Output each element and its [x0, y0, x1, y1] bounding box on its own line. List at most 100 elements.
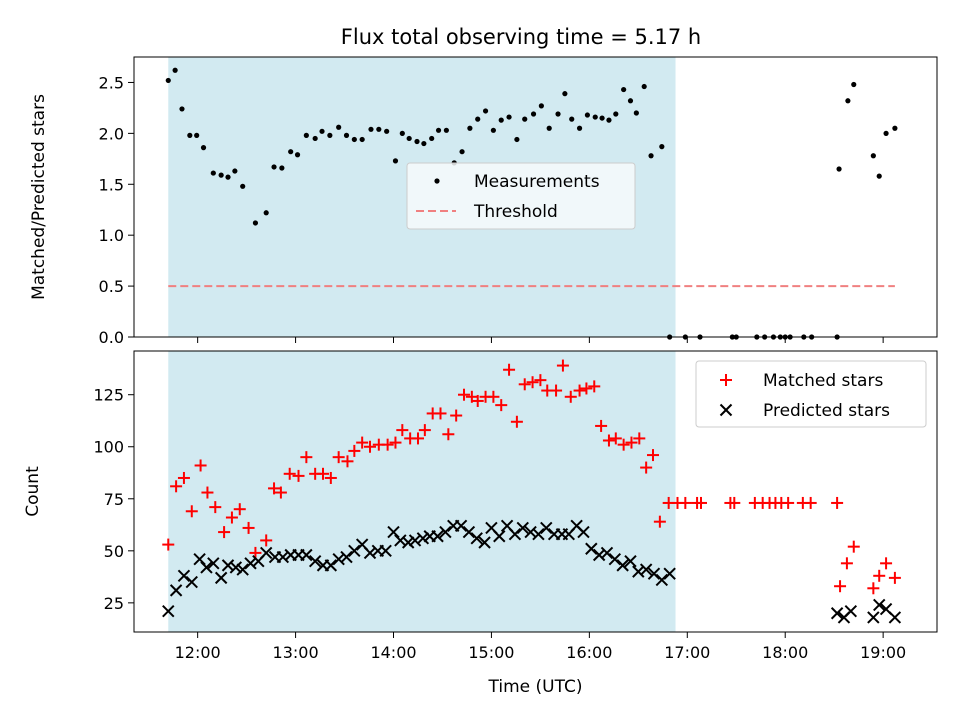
- measurement-point: [435, 127, 442, 133]
- cross-stroke: [177, 569, 191, 583]
- predicted-star-point: [379, 544, 392, 558]
- matched-star-point: [341, 455, 354, 468]
- matched-star-point: [418, 424, 431, 437]
- predicted-star-point: [236, 563, 249, 576]
- matched-star-point: [487, 390, 500, 403]
- predicted-star-point: [454, 519, 468, 533]
- measurement-point: [210, 170, 216, 176]
- cross-stroke: [624, 555, 637, 568]
- cross-stroke: [394, 534, 407, 547]
- cross-stroke: [229, 561, 243, 574]
- matched-star-point: [268, 482, 281, 495]
- cross-stroke: [577, 525, 590, 539]
- measurement-point: [319, 128, 325, 134]
- cross-stroke: [221, 559, 235, 572]
- cross-stroke: [379, 544, 392, 558]
- matched-star-point: [834, 580, 847, 593]
- measurement-point: [459, 149, 465, 155]
- matched-star-point: [640, 461, 653, 474]
- matched-star-point: [633, 432, 646, 445]
- matched-star-point: [782, 496, 795, 509]
- matched-star-point: [348, 444, 361, 457]
- predicted-star-point: [363, 546, 377, 560]
- count-panel-frame: [133, 350, 938, 633]
- cross-stroke: [478, 536, 491, 549]
- predicted-star-point: [177, 569, 191, 583]
- cross-stroke: [663, 567, 676, 580]
- matched-star-point: [728, 496, 741, 509]
- measurement-point: [232, 168, 238, 174]
- predicted-star-point: [300, 548, 313, 562]
- cross-stroke: [185, 575, 198, 589]
- cross-stroke: [632, 565, 645, 578]
- matched-star-point: [356, 436, 369, 449]
- measurement-point: [599, 115, 605, 121]
- cross-stroke: [867, 611, 880, 624]
- x-tick-label: 19:00: [860, 643, 906, 662]
- predicted-star-point: [608, 552, 622, 566]
- predicted-star-point: [439, 525, 452, 539]
- cross-stroke: [300, 548, 313, 562]
- legend-predicted-label: Predicted stars: [763, 401, 890, 421]
- predicted-star-point: [585, 542, 598, 555]
- matched-star-point: [389, 436, 402, 449]
- measurement-point: [384, 128, 390, 134]
- cross-stroke: [524, 525, 537, 539]
- measurement-point: [845, 98, 851, 104]
- cross-stroke: [431, 530, 444, 543]
- measurement-point: [294, 152, 301, 158]
- predicted-star-point: [639, 563, 653, 576]
- matched-star-point: [573, 384, 586, 397]
- measurement-point: [569, 116, 575, 122]
- matched-star-point: [177, 471, 190, 484]
- matched-star-point: [458, 388, 471, 401]
- cross-stroke: [470, 532, 483, 545]
- legend-measurement-marker: [434, 178, 440, 184]
- ratio-panel-frame: [133, 56, 938, 338]
- matched-star-point: [534, 374, 547, 387]
- measurement-point: [530, 111, 537, 117]
- predicted-star-point: [244, 557, 257, 570]
- cross-stroke: [332, 552, 345, 566]
- matched-star-point: [185, 505, 198, 518]
- cross-stroke: [355, 538, 369, 551]
- matched-star-point: [442, 428, 455, 441]
- cross-stroke: [844, 604, 858, 618]
- cross-stroke: [600, 546, 614, 560]
- cross-stroke: [493, 530, 506, 543]
- matched-star-point: [364, 440, 377, 453]
- measurement-point: [252, 220, 259, 226]
- predicted-star-point: [324, 559, 338, 572]
- matched-star-point: [510, 415, 523, 428]
- matched-star-point: [847, 540, 860, 553]
- predicted-star-point: [162, 604, 175, 618]
- measurement-point: [522, 116, 528, 122]
- measurement-point: [414, 138, 420, 145]
- measurement-point: [621, 86, 627, 93]
- measurement-point: [892, 125, 898, 131]
- x-tick-label: 17:00: [664, 643, 710, 662]
- predicted-star-point: [600, 546, 614, 560]
- predicted-star-point: [867, 611, 880, 624]
- matched-star-point: [283, 467, 296, 480]
- predicted-star-point: [169, 584, 183, 597]
- cross-stroke: [532, 527, 545, 541]
- legend-cross-glyph: [719, 403, 733, 417]
- matched-star-point: [242, 521, 255, 534]
- measurement-point: [392, 158, 399, 164]
- measurement-point: [514, 136, 520, 143]
- count-legend-box: [695, 360, 927, 428]
- predicted-star-point: [663, 567, 676, 580]
- y-tick-label: 0.0: [99, 328, 124, 347]
- matched-star-point: [209, 501, 222, 514]
- predicted-star-point: [259, 546, 273, 560]
- predicted-star-point: [493, 530, 506, 543]
- cross-stroke: [193, 552, 206, 566]
- legend-plus-glyph: [720, 374, 732, 386]
- y-tick-label: 50: [104, 542, 124, 561]
- predicted-star-point: [394, 534, 407, 547]
- cross-stroke: [207, 557, 220, 570]
- predicted-star-point: [348, 544, 361, 558]
- cross-stroke: [401, 536, 415, 549]
- legend-matched-marker: [720, 374, 732, 386]
